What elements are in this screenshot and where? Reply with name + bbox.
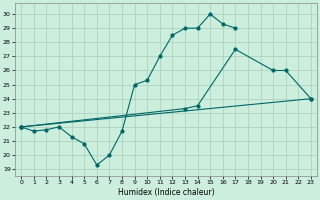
X-axis label: Humidex (Indice chaleur): Humidex (Indice chaleur): [118, 188, 214, 197]
